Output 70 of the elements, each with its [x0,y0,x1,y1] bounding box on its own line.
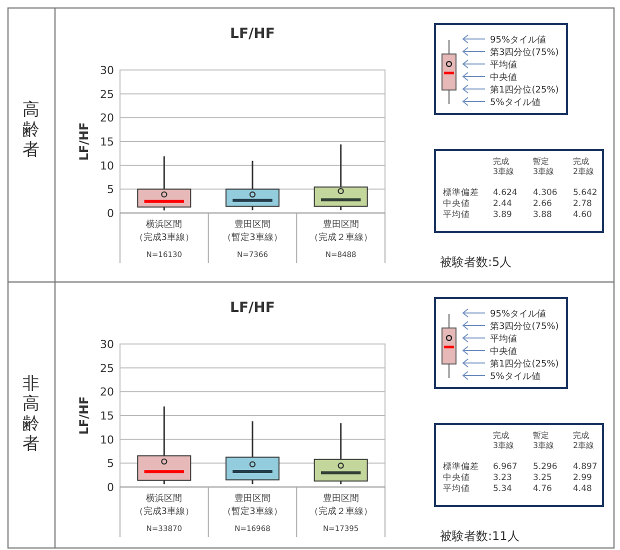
text: 4.306 [533,188,558,198]
x-tick-label: 豊田区間（完成２車線） [309,219,372,243]
text: 95%タイル値 [490,308,546,320]
text: 完成 2車線 [573,431,594,450]
text: 高齢者 [22,100,40,160]
text: 4.60 [573,210,592,220]
x-tick-label: 豊田区間（完成２車線） [309,493,372,517]
text: 中央値 [443,198,470,209]
text: 5%タイル値 [490,371,540,382]
y-tick-label: 20 [100,386,114,399]
y-tick-label: 25 [100,88,114,101]
text: 5.642 [573,188,598,198]
y-tick-label: 10 [100,433,114,446]
text: 6.967 [493,462,518,472]
text: 5%タイル値 [490,97,540,108]
x-tick-label: 横浜区間（完成3車線） [134,219,194,243]
text: 2.78 [573,199,592,209]
text: 中央値 [490,346,517,357]
text: 非高齢者 [22,374,40,454]
text: 暫定 3車線 [533,157,554,176]
text: 5.296 [533,462,558,472]
y-tick-label: 0 [107,207,114,220]
text: 3.25 [533,473,552,483]
text: 平均値 [490,60,517,70]
text: 標準偏差 [443,187,479,198]
x-tick-label: 豊田区間（暫定3車線） [222,493,282,517]
text: 暫定 3車線 [533,431,554,450]
text: 2.66 [533,199,552,209]
text: 平均値 [443,483,470,494]
text: 被験者数:11人 [440,529,520,543]
y-tick-label: 0 [107,481,114,494]
x-tick-label: 豊田区間（暫定3車線） [222,219,282,243]
text: 中央値 [490,72,517,83]
text: 4.624 [493,188,518,198]
y-tick-label: 15 [100,136,114,148]
y-tick-label: 30 [100,338,114,351]
y-tick-label: 5 [107,183,114,196]
y-axis-title: LF/HF [77,396,91,435]
text: 3.23 [493,473,512,483]
text: 第3四分位(75%) [490,321,559,332]
text: 標準偏差 [443,461,479,472]
text: 中央値 [443,472,470,483]
text: 完成 2車線 [573,157,594,176]
y-tick-label: 25 [100,362,114,375]
x-tick-label: 横浜区間（完成3車線） [134,493,194,517]
text: 第1四分位(25%) [490,84,559,96]
text: 被験者数:5人 [440,255,512,269]
text: 平均値 [490,334,517,344]
text: 4.48 [573,484,592,494]
y-axis-title: LF/HF [77,122,91,161]
text: 3.89 [493,210,512,220]
text: 2.44 [493,199,512,209]
text: 4.897 [573,462,598,472]
y-tick-label: 5 [107,457,114,470]
text: 第3四分位(75%) [490,47,559,58]
text: 完成 3車線 [493,157,514,176]
y-tick-label: 15 [100,410,114,422]
text: 2.99 [573,473,592,483]
text: 完成 3車線 [493,431,514,450]
text: 5.34 [493,484,512,494]
y-tick-label: 30 [100,64,114,77]
text: 第1四分位(25%) [490,358,559,370]
text: 95%タイル値 [490,34,546,46]
text: 4.76 [533,484,552,494]
text: 3.88 [533,210,552,220]
y-tick-label: 20 [100,112,114,125]
text: 平均値 [443,209,470,220]
chart-title: LF/HF [230,300,275,316]
chart-title: LF/HF [230,26,275,42]
y-tick-label: 10 [100,159,114,172]
